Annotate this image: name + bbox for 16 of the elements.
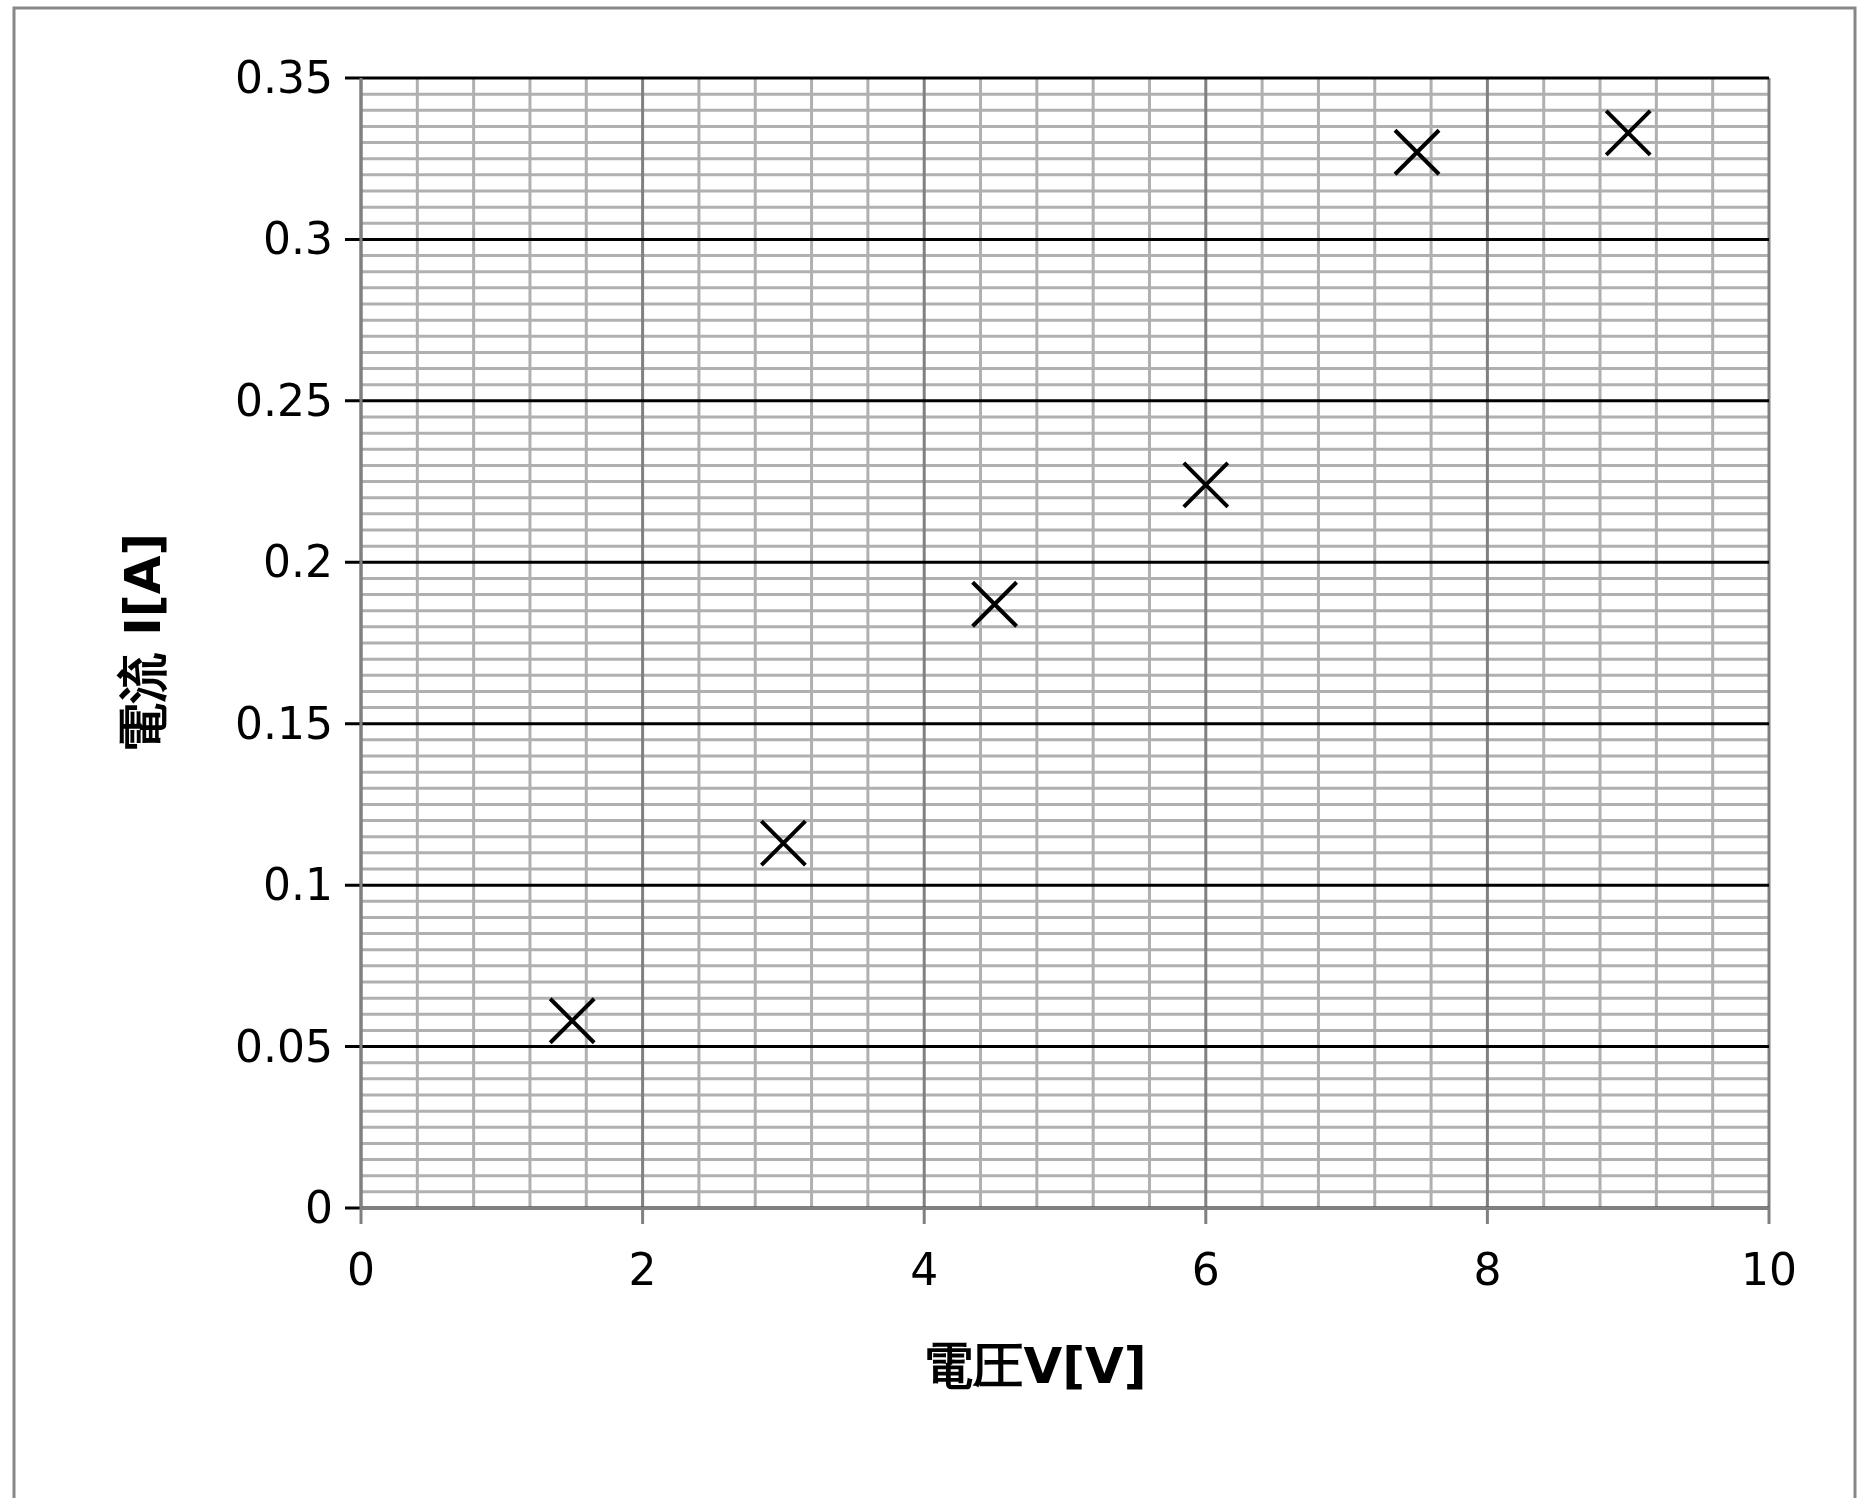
x-axis-title: 電圧V[V]	[923, 1337, 1147, 1395]
y-tick-label: 0.1	[263, 859, 333, 911]
y-tick-label: 0.25	[235, 374, 333, 426]
x-tick-label: 6	[1191, 1244, 1220, 1295]
y-axis-title: 電流 I[A]	[114, 532, 172, 754]
y-tick-label: 0.3	[263, 213, 333, 265]
y-tick-label: 0.15	[235, 697, 333, 749]
y-tick-label: 0.05	[235, 1020, 333, 1072]
x-tick-label: 10	[1741, 1244, 1797, 1295]
x-tick-label: 8	[1473, 1244, 1502, 1295]
x-tick-label: 0	[347, 1244, 375, 1295]
y-tick-label: 0.35	[235, 52, 333, 103]
x-tick-label: 2	[628, 1244, 657, 1295]
y-tick-label: 0	[305, 1182, 333, 1233]
y-tick-label: 0.2	[263, 536, 333, 588]
x-tick-label: 4	[910, 1244, 939, 1295]
